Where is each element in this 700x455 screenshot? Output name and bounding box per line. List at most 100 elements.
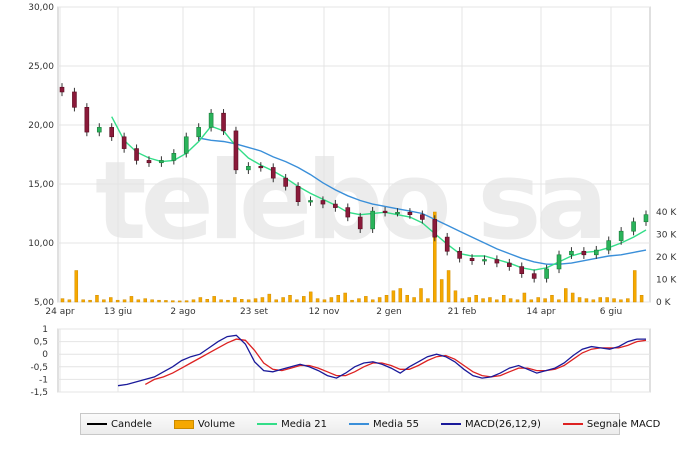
volume-bar [639,295,644,303]
candle [134,144,139,165]
candle-down [407,212,413,215]
candle-down [357,216,363,230]
macd-tick-label: -1 [39,375,48,385]
date-tick-label: 14 apr [526,307,556,317]
date-tick-label: 21 feb [448,307,477,317]
volume-bar [474,295,478,303]
candle-up [593,249,599,256]
volume-bar [171,300,175,303]
candle [308,196,313,206]
volume-bar [164,300,168,303]
candle-up [482,259,487,262]
volume-bar [322,299,327,303]
candle [246,162,251,174]
volume-bar [67,299,72,303]
legend-label: Media 21 [281,418,328,430]
candle-up [618,230,624,241]
candle-up [171,153,177,161]
candle-down [146,160,152,164]
candle-up [208,112,214,128]
candle-down [432,219,438,238]
watermark-logo: telebo sa [95,139,602,264]
volume-bar [357,298,361,303]
volume-bar [619,299,623,303]
volume-bar [412,297,416,303]
candlestick-layer [59,83,649,283]
macd-axis: 1 0,5 0 -0,5 -1 -1,5 [30,325,48,398]
volume-bar [550,295,554,303]
candle [556,250,562,274]
volume-bar [102,299,106,303]
candle [432,215,438,242]
volume-bar [281,297,285,303]
candle-up [631,221,636,232]
volume-tick-label: 0 K [656,298,672,308]
candle [333,199,338,212]
candle-down [531,273,537,279]
candle-up [556,254,562,270]
volume-bar [177,300,182,303]
candle-down [333,203,338,208]
candle-up [606,240,612,251]
candle-down [258,166,264,169]
candle [618,227,624,245]
date-tick-label: 6 giu [600,307,623,317]
volume-bar [219,299,223,303]
volume-bar [439,279,444,303]
price-tick-label: 30,00 [28,3,54,13]
volume-bar [529,299,534,303]
candle-up [370,210,375,230]
legend-swatch [257,423,278,425]
macd-tick-label: 0 [42,350,48,360]
candle [283,173,288,191]
legend-item: Segnale MACD [562,419,660,430]
volume-bar [115,299,120,303]
date-tick-label: 2 gen [376,307,402,317]
candle [544,264,549,283]
volume-bar [481,298,485,303]
candle-down [72,91,77,108]
candle-down [444,236,450,252]
candle [96,123,102,137]
candle [159,156,164,167]
candle [519,262,525,278]
candle-down [59,86,65,93]
volume-bar [136,299,141,303]
volume-bar [74,270,79,303]
volume-bar [522,292,527,303]
date-axis: 24 apr 13 giu 2 ago 23 set 12 nov 2 gen 21 feb… [45,307,622,317]
volume-bar [343,292,347,303]
volume-tick-label: 40 K [656,208,677,218]
volume-bar [295,299,299,303]
candle [569,247,574,259]
candle [59,83,65,97]
volume-bar [336,295,341,303]
candle [196,123,201,141]
candle-up [96,127,102,133]
candle [606,236,612,255]
candle-up [544,268,549,279]
candle [146,156,152,167]
candle [494,255,500,268]
candle-down [382,210,388,213]
price-axis: 30,00 25,00 20,00 15,00 10,00 5,00 [28,3,54,308]
volume-bar [419,288,423,303]
candle-down [320,200,326,205]
volume-bar [632,270,637,303]
volume-bar [398,288,403,303]
volume-bar [391,290,396,303]
volume-bar [384,295,389,303]
volume-bar [129,296,134,303]
candle [357,212,363,233]
candle [444,232,450,256]
candle [320,196,326,209]
volume-bar [433,211,437,303]
date-tick-label: 13 giu [104,307,132,317]
legend-swatch [349,423,370,425]
candle-down [121,136,127,149]
macd-layer [117,334,647,387]
price-plot-frame [57,6,651,303]
candle-up [246,166,251,171]
